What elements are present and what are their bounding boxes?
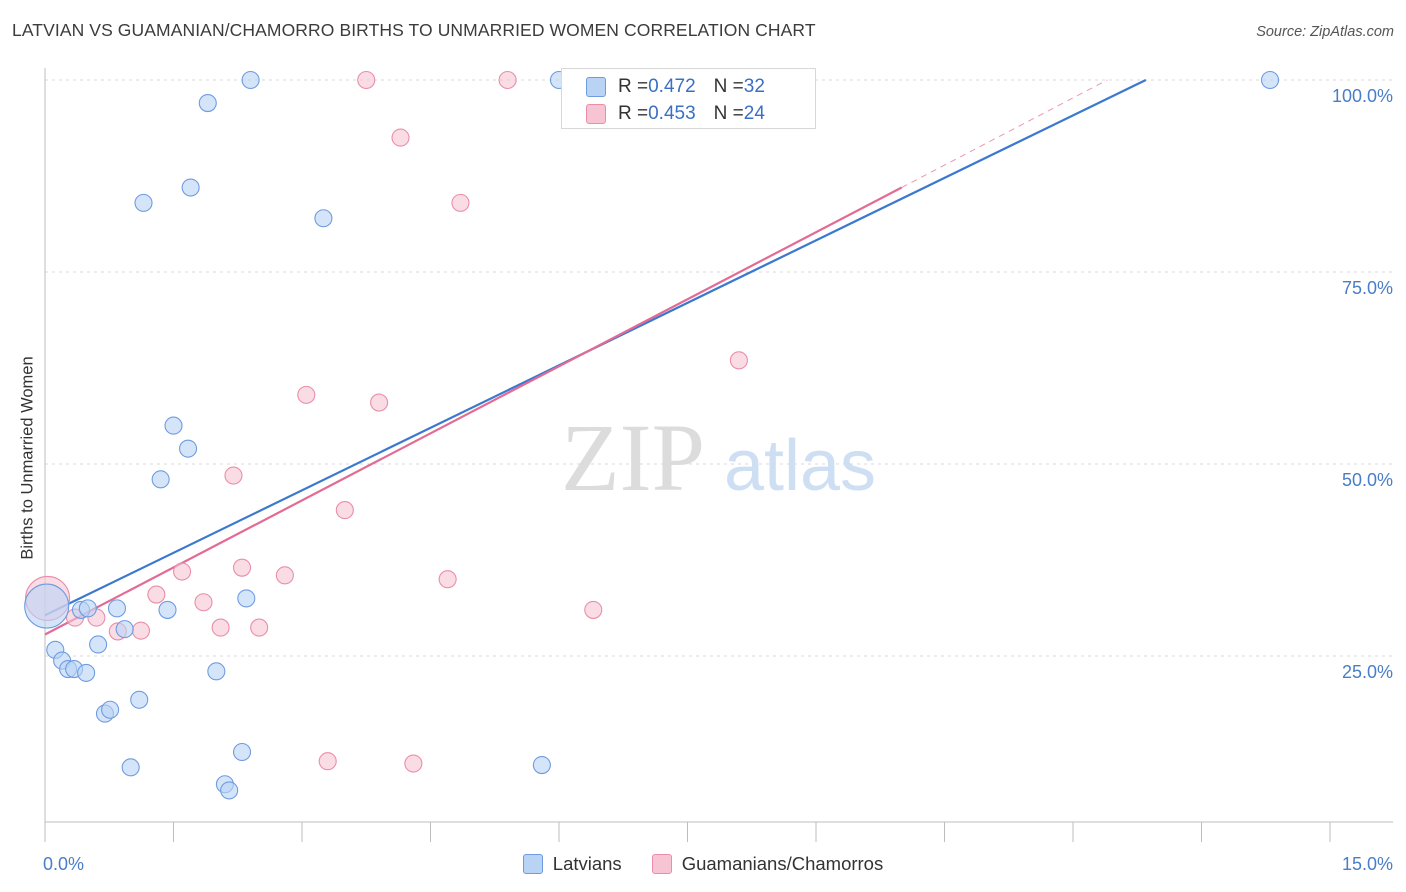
latvians-r-label: R = — [618, 76, 649, 97]
source-attribution: Source: ZipAtlas.com — [1256, 24, 1394, 40]
legend-row-latvians: R = 0.472 N = 32 — [586, 74, 765, 100]
guamanians-point — [297, 385, 316, 404]
guamanians-point — [391, 128, 410, 147]
guamanians-trend-line — [44, 186, 903, 636]
guamanians-r-label: R = — [618, 103, 649, 124]
guamanians-r-value: 0.453 — [648, 103, 696, 124]
guamanians-point — [729, 351, 748, 370]
axes — [44, 68, 1393, 842]
guamanians-point — [250, 618, 269, 637]
guamanians-point — [131, 621, 150, 640]
guamanians-point — [173, 562, 192, 581]
guamanians-n-value: 24 — [743, 103, 765, 124]
latvians-point — [78, 599, 97, 618]
tick-labels: 25.0% 50.0% 75.0% 100.0% 0.0% 15.0% — [43, 86, 1393, 874]
latvians-point — [115, 620, 134, 639]
watermark: ZIP atlas — [561, 404, 876, 511]
guamanians-swatch — [586, 104, 606, 124]
latvians-legend-swatch — [522, 854, 543, 874]
latvians-point — [532, 756, 551, 775]
latvians-point — [77, 663, 96, 682]
guamanians-point — [318, 752, 337, 771]
x-tick-label-0: 0.0% — [43, 854, 84, 874]
guamanians-point — [224, 466, 243, 485]
latvians-point — [198, 93, 217, 113]
x-tick-label-15: 15.0% — [1342, 854, 1393, 874]
latvians-point — [181, 178, 200, 197]
latvians-point — [232, 742, 252, 762]
legend-row-guamanians: R = 0.453 N = 24 — [586, 101, 765, 127]
guamanians-point — [147, 585, 166, 604]
watermark-atlas: atlas — [724, 426, 876, 506]
latvians-point — [314, 209, 333, 228]
guamanians-point — [211, 618, 230, 637]
data-points — [24, 70, 1280, 800]
legend-item-guamanians: Guamanians/Chamorros — [651, 853, 884, 875]
latvians-n-value: 32 — [743, 76, 765, 97]
guamanians-point — [357, 70, 376, 90]
y-tick-label-75: 75.0% — [1342, 278, 1393, 298]
guamanians-n-label: N = — [713, 103, 744, 124]
latvians-n-label: N = — [713, 76, 744, 97]
latvians-r-value: 0.472 — [648, 76, 696, 97]
y-tick-label-25: 25.0% — [1342, 662, 1393, 682]
guamanians-point — [275, 566, 294, 585]
y-tick-label-100: 100.0% — [1332, 86, 1393, 106]
latvians-point — [220, 781, 239, 800]
latvians-point — [130, 690, 149, 709]
guamanians-trend-extension — [901, 79, 1108, 188]
correlation-legend: R = 0.472 N = 32 R = 0.453 N = 24 — [561, 68, 816, 129]
latvians-point — [107, 599, 127, 618]
latvians-point — [158, 600, 177, 619]
guamanians-legend-swatch — [651, 854, 672, 874]
guamanians-point — [335, 501, 354, 520]
guamanians-point — [438, 570, 457, 589]
trend-lines — [44, 79, 1147, 636]
latvians-point — [179, 439, 198, 458]
latvians-point — [237, 589, 256, 608]
latvians-point — [207, 662, 226, 681]
latvians-legend-label: Latvians — [552, 853, 622, 874]
guamanians-point — [232, 558, 252, 577]
guamanians-point — [194, 593, 213, 612]
watermark-zip: ZIP — [561, 404, 705, 511]
chart-title: LATVIAN VS GUAMANIAN/CHAMORRO BIRTHS TO … — [12, 20, 816, 40]
latvians-point — [241, 70, 260, 90]
guamanians-legend-label: Guamanians/Chamorros — [681, 853, 884, 874]
legend-item-latvians: Latvians — [522, 853, 622, 875]
latvians-point — [121, 758, 140, 777]
guamanians-point — [370, 393, 389, 412]
latvians-point — [134, 193, 153, 212]
latvians-point — [101, 700, 120, 719]
latvians-point — [89, 635, 108, 654]
latvians-point — [151, 470, 170, 489]
latvians-swatch — [586, 77, 606, 97]
latvians-point — [24, 583, 70, 629]
guamanians-point — [584, 600, 603, 619]
guamanians-point — [451, 193, 470, 212]
guamanians-point — [498, 70, 517, 90]
guamanians-point — [404, 754, 423, 773]
latvians-point — [1260, 70, 1280, 90]
latvians-point — [164, 416, 183, 435]
series-legend: Latvians Guamanians/Chamorros — [0, 850, 1406, 878]
y-tick-label-50: 50.0% — [1342, 470, 1393, 490]
